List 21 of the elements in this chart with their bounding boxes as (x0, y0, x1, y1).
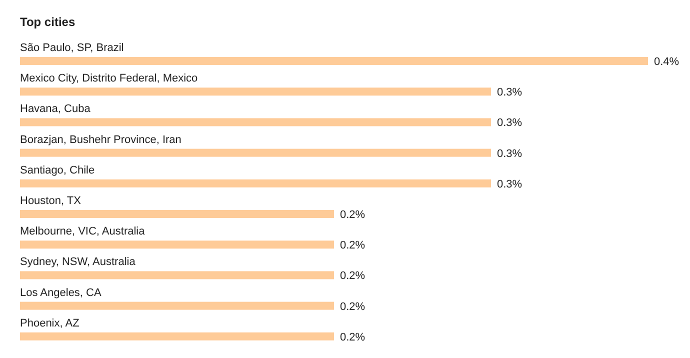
data-label: 0.3% (497, 117, 522, 130)
data-label: 0.3% (497, 178, 522, 190)
chart-title: Top cities (20, 15, 76, 29)
y-tick-label: Melbourne, VIC, Australia (20, 226, 146, 238)
y-tick-label: Phoenix, AZ (20, 317, 80, 330)
y-tick-label: Houston, TX (20, 195, 82, 207)
y-tick-label: Los Angeles, CA (20, 286, 102, 299)
data-label: 0.2% (340, 209, 366, 221)
y-tick-label: São Paulo, SP, Brazil (20, 42, 124, 54)
y-tick-label: Santiago, Chile (20, 164, 95, 176)
y-tick-label: Sydney, NSW, Australia (20, 256, 136, 268)
y-tick-label: Borazjan, Bushehr Province, Iran (20, 134, 182, 146)
y-tick-label: Mexico City, Distrito Federal, Mexico (20, 72, 198, 85)
data-label: 0.2% (340, 331, 366, 344)
data-label: 0.2% (340, 300, 366, 313)
data-label: 0.2% (340, 270, 366, 282)
data-label: 0.3% (497, 148, 522, 160)
data-label: 0.2% (340, 240, 366, 252)
data-label: 0.3% (497, 86, 522, 99)
y-tick-label: Havana, Cuba (20, 103, 92, 116)
data-label: 0.4% (654, 56, 680, 68)
